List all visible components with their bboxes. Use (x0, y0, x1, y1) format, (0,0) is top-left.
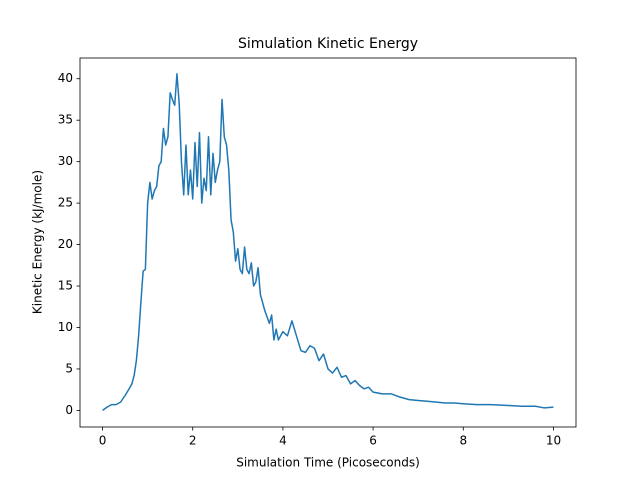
y-tick-label: 30 (58, 154, 73, 168)
plot-frame (79, 57, 577, 428)
y-tick-label: 0 (65, 403, 73, 417)
y-tick-label: 5 (65, 361, 73, 375)
y-tick-label: 25 (58, 196, 73, 210)
y-tick-label: 40 (58, 71, 73, 85)
y-tick-label: 15 (58, 279, 73, 293)
y-axis-label: Kinetic Energy (kJ/mole) (31, 170, 45, 314)
y-tick-label: 20 (58, 237, 73, 251)
x-tick-label: 2 (189, 434, 197, 448)
x-tick-label: 8 (459, 434, 467, 448)
y-tick-label: 35 (58, 113, 73, 127)
line-series (102, 73, 554, 412)
x-tick-label: 10 (546, 434, 561, 448)
x-axis-label: Simulation Time (Picoseconds) (236, 456, 420, 470)
y-tick-label: 10 (58, 320, 73, 334)
chart-title: Simulation Kinetic Energy (238, 36, 418, 52)
x-tick-label: 0 (99, 434, 107, 448)
x-tick-label: 4 (279, 434, 287, 448)
x-tick-label: 6 (369, 434, 377, 448)
